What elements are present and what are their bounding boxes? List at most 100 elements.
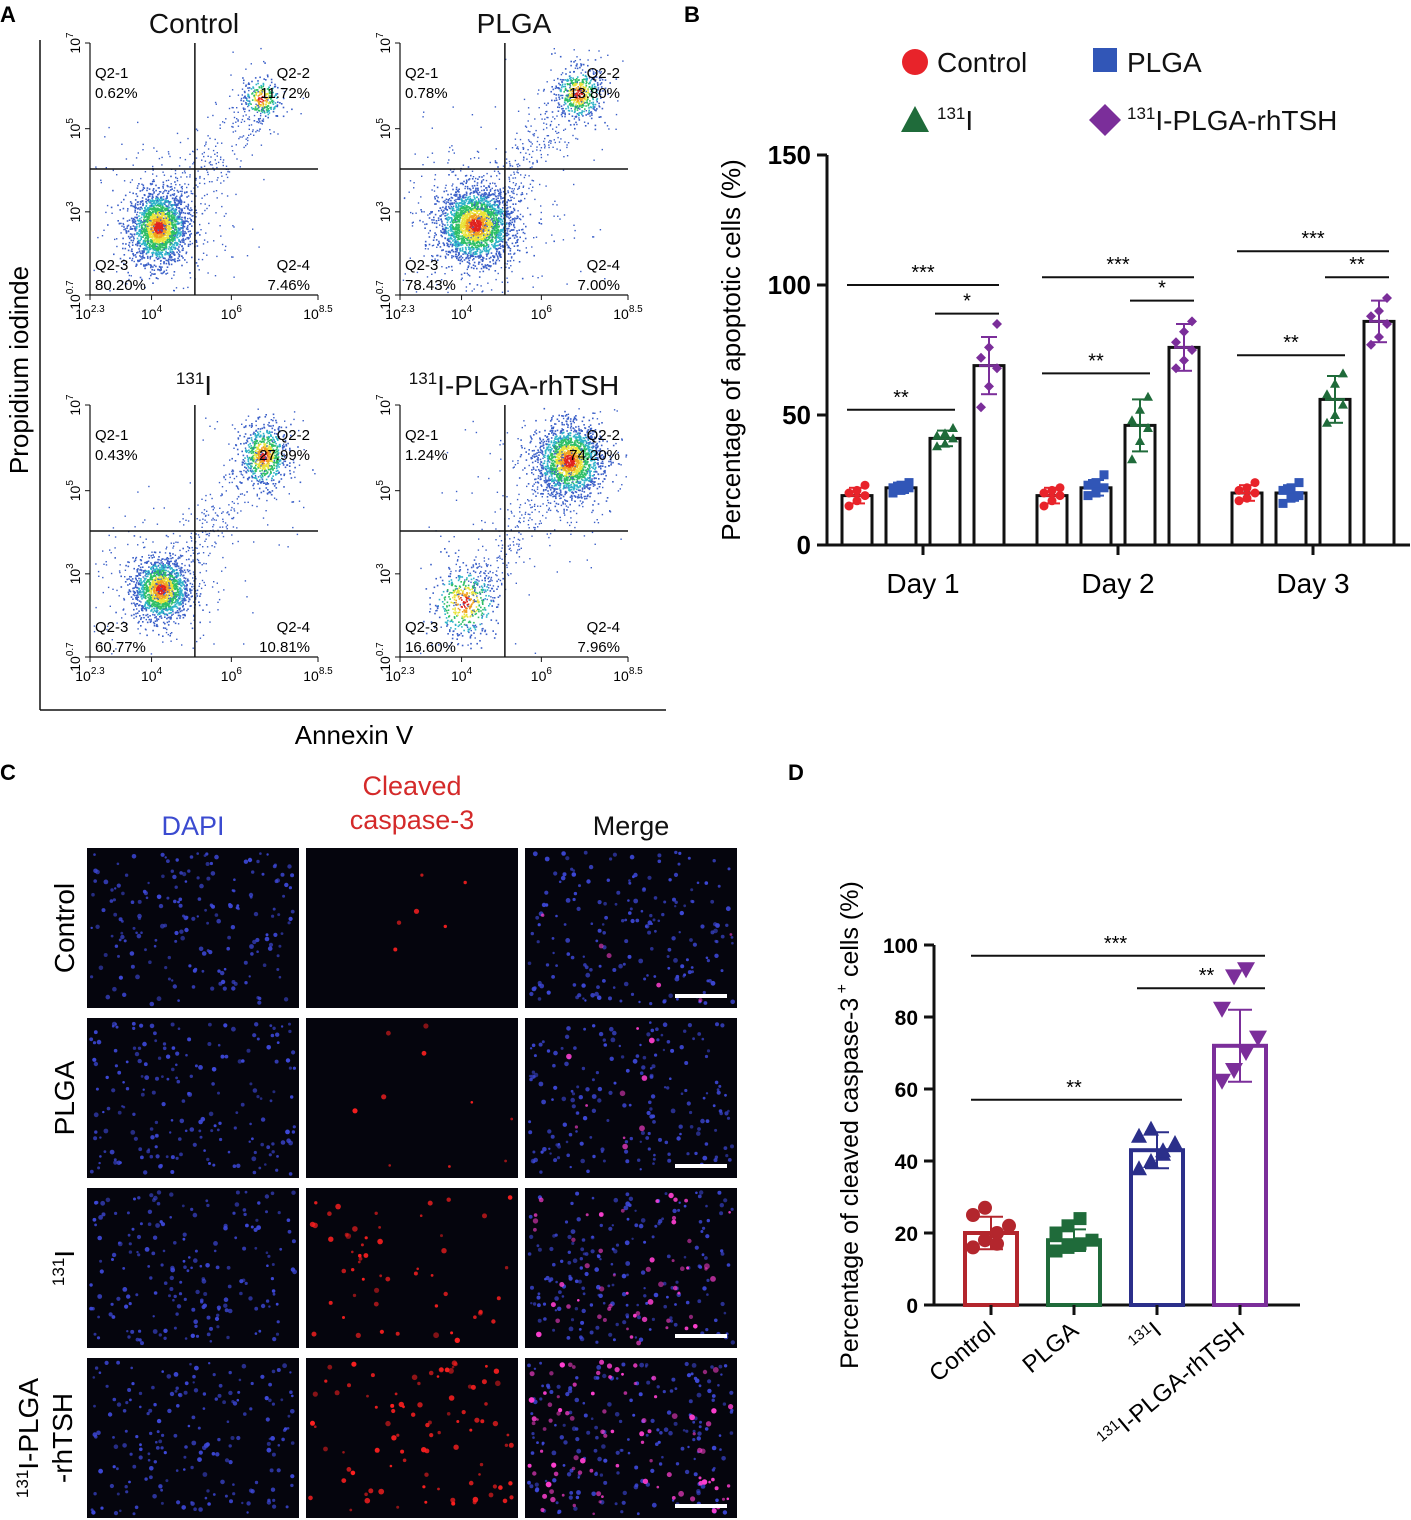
flow-event [494, 208, 496, 211]
flow-event [512, 211, 514, 213]
flow-event [482, 228, 484, 230]
flow-event [461, 248, 464, 251]
flow-event [122, 222, 124, 225]
flow-event [134, 229, 137, 232]
flow-event [140, 221, 142, 224]
flow-event [153, 192, 155, 194]
flow-event [479, 199, 482, 202]
flow-event [471, 221, 473, 223]
flow-event [451, 207, 453, 210]
flow-event [282, 87, 284, 90]
flow-event [476, 253, 478, 255]
flow-event [480, 202, 482, 204]
flow-event [462, 218, 464, 221]
flow-event [469, 234, 471, 236]
flow-event [430, 211, 432, 213]
flow-event [455, 203, 457, 205]
flow-event [138, 183, 140, 185]
flow-event [467, 227, 469, 230]
flow-event [258, 119, 260, 121]
flow-event [458, 243, 461, 246]
flow-event [140, 238, 142, 240]
flow-event [481, 203, 484, 206]
flow-event [509, 222, 512, 225]
flow-event [260, 122, 262, 124]
flow-event [155, 220, 158, 222]
flow-event [475, 201, 478, 204]
flow-event [108, 126, 110, 129]
flow-event [432, 239, 435, 241]
flow-event [162, 237, 164, 239]
flow-event [187, 225, 189, 227]
flow-event [491, 230, 494, 232]
flow-event [197, 265, 199, 267]
flow-event [159, 212, 162, 214]
flow-event [241, 94, 243, 96]
flow-event [458, 202, 461, 204]
flow-event [164, 239, 167, 242]
flow-event [126, 283, 128, 285]
flow-event [186, 226, 189, 229]
flow-event [460, 214, 462, 217]
flow-event [463, 203, 466, 206]
flow-event [113, 253, 115, 256]
flow-event [475, 233, 478, 235]
flow-event [428, 236, 431, 238]
flow-event [458, 188, 460, 191]
flow-event [203, 182, 206, 185]
flow-event [470, 266, 473, 269]
flow-event [247, 93, 249, 96]
flow-event [492, 207, 495, 210]
flow-event [170, 233, 173, 235]
flow-event [497, 197, 499, 199]
flow-event [127, 249, 130, 252]
flow-event [230, 74, 232, 76]
flow-event [495, 252, 497, 255]
flow-event [171, 223, 174, 226]
flow-event [139, 228, 141, 231]
flow-event [255, 93, 257, 95]
flow-event [472, 255, 474, 258]
flow-event [172, 227, 174, 229]
flow-event [195, 216, 197, 218]
flow-event [260, 144, 263, 146]
flow-event [150, 219, 153, 221]
flow-event [169, 202, 171, 204]
flow-event [145, 219, 147, 221]
flow-event [481, 238, 484, 241]
flow-event [128, 244, 130, 246]
flow-event [487, 211, 490, 213]
flow-event [468, 237, 470, 239]
flow-event [495, 259, 498, 262]
flow-event [233, 116, 236, 119]
flow-event [269, 84, 271, 87]
flow-event [162, 231, 164, 234]
flow-event [459, 205, 462, 207]
flow-event [158, 236, 160, 239]
flow-event [470, 201, 472, 203]
flow-event [163, 244, 166, 247]
flow-event [492, 245, 494, 248]
flow-event [255, 131, 257, 133]
flow-event [142, 242, 145, 245]
flow-event [435, 222, 438, 225]
flow-event [463, 238, 466, 241]
flow-event [499, 234, 502, 237]
flow-event [434, 232, 436, 234]
flow-event [174, 169, 177, 172]
flow-event [446, 242, 448, 245]
flow-event [276, 93, 279, 95]
flow-event [141, 224, 143, 226]
flow-event [478, 235, 480, 237]
flow-event [471, 228, 474, 231]
flow-event [503, 229, 505, 231]
flow-event [458, 232, 460, 235]
flow-event [267, 75, 269, 78]
flow-event [277, 101, 279, 103]
flow-event [150, 183, 152, 186]
flow-event [499, 210, 501, 212]
flow-event [488, 200, 490, 203]
flow-event [137, 239, 140, 242]
flow-event [220, 156, 222, 158]
flow-event [172, 233, 175, 235]
